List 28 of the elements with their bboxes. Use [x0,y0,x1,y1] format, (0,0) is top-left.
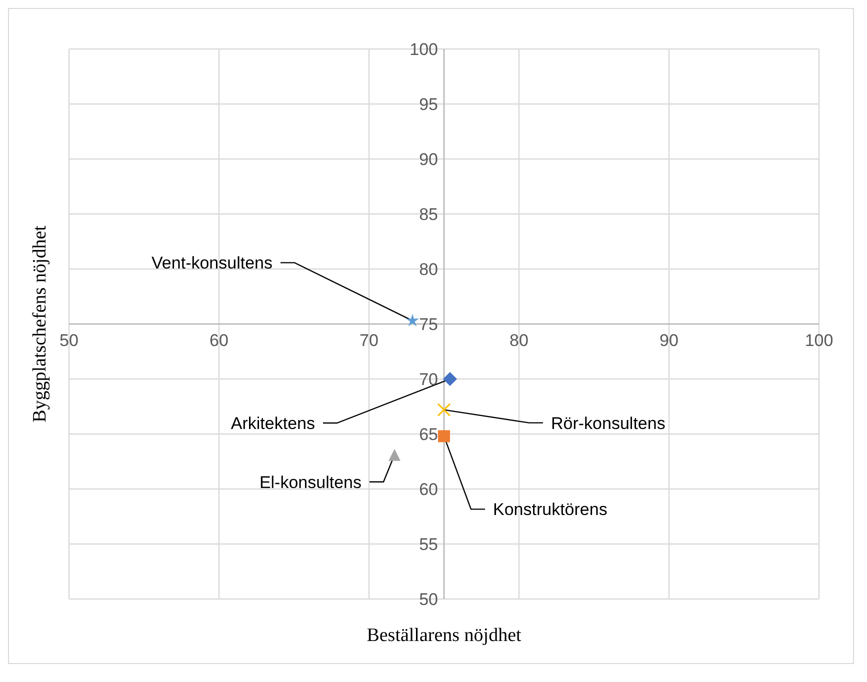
text: Rör-konsultens [551,414,666,433]
x-tick-label: 50 [60,331,78,350]
y-tick-label: 85 [419,204,438,224]
y-tick-label: 65 [419,424,438,444]
y-tick-label: 95 [419,94,438,114]
y-tick-label: 55 [419,534,438,554]
series-label: El-konsultens [259,472,362,492]
y-tick-label: 70 [419,370,438,389]
text: Arkitektens [230,414,315,433]
x-tick-label: 60 [210,331,228,350]
text: Vent-konsultens [152,254,272,273]
point [388,448,400,461]
y-tick-label: 60 [419,480,438,499]
point [406,314,420,326]
x-axis-title: Beställarens nöjdhet [366,625,522,646]
x-tick-label: 100 [804,331,834,350]
point [438,430,450,442]
y-tick-label: 50 [419,590,438,609]
y-tick-label: 100 [410,40,438,59]
y-axis-title: Byggplatschefens nöjdhet [30,224,51,422]
x-tick-label: 90 [660,331,678,350]
y-tick-label: 80 [419,260,438,279]
y-tick-label: 75 [419,314,438,334]
text: Konstruktörens [493,500,608,520]
y-tick-label: 90 [419,150,438,169]
x-tick-label: 70 [360,331,378,350]
point [443,372,457,386]
x-tick-label: 80 [510,331,528,350]
